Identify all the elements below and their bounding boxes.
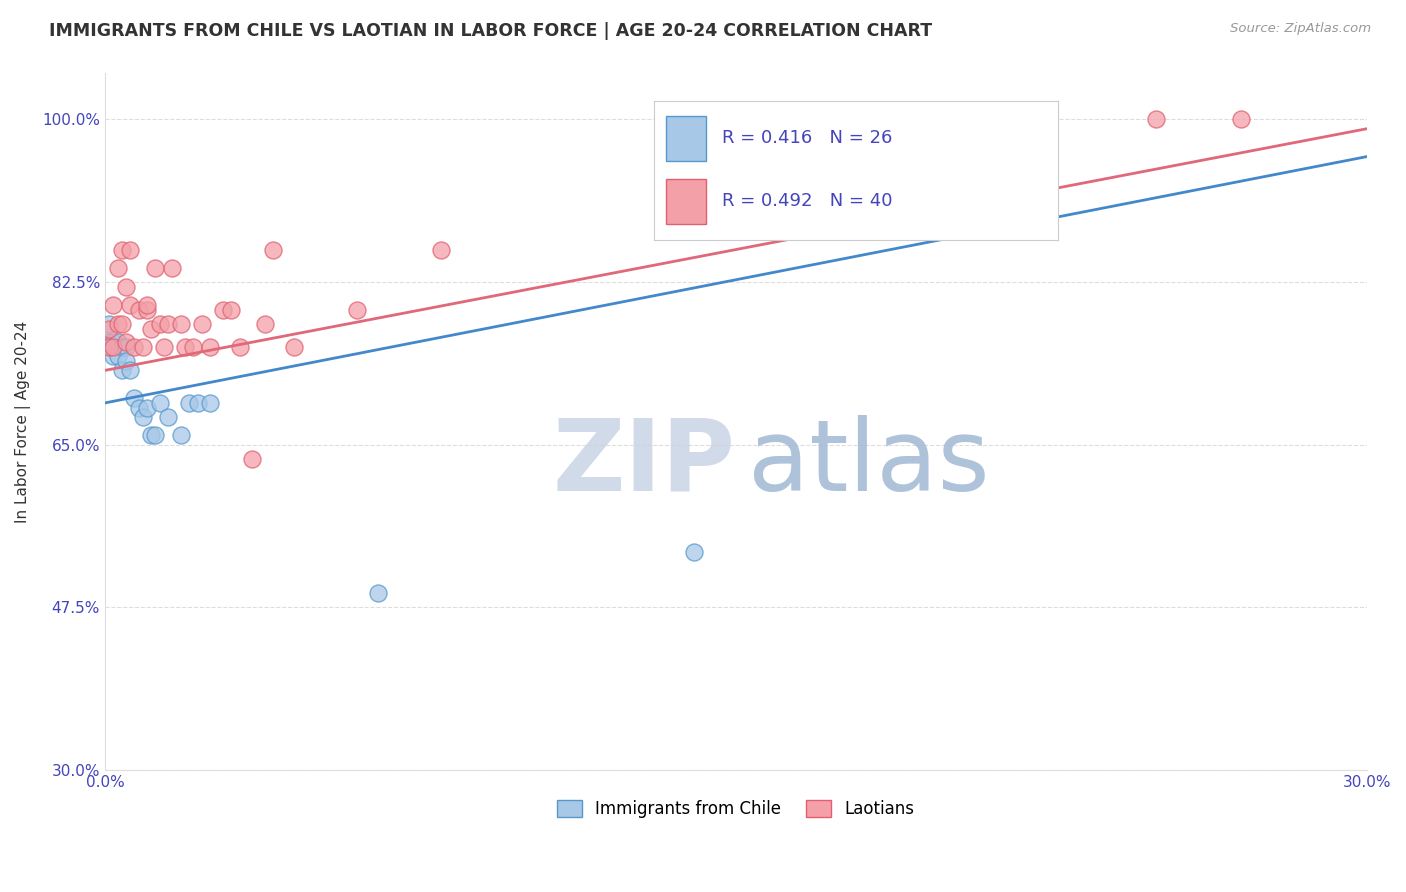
Point (170, 317, 193, 331)
Point (115, 279, 138, 293)
Point (115, 335, 138, 350)
Point (103, 340, 125, 354)
Point (124, 340, 146, 354)
Point (430, 243, 453, 257)
Point (240, 451, 263, 466)
Point (111, 340, 134, 354)
Point (141, 321, 163, 335)
Point (111, 363, 134, 377)
Point (149, 396, 172, 410)
Point (120, 243, 142, 257)
Point (149, 317, 172, 331)
Point (120, 363, 142, 377)
Point (1019, 112, 1042, 127)
Point (107, 350, 129, 364)
Point (107, 317, 129, 331)
Point (219, 302, 242, 317)
Point (186, 396, 208, 410)
Point (1229, 112, 1251, 127)
Point (253, 317, 276, 331)
Point (115, 340, 138, 354)
Point (103, 350, 125, 364)
Point (198, 396, 221, 410)
Point (198, 340, 221, 354)
Point (162, 261, 184, 276)
Point (98, 335, 121, 350)
Point (190, 317, 212, 331)
Point (141, 428, 163, 442)
Point (170, 428, 193, 442)
Point (228, 340, 250, 354)
Point (682, 544, 704, 558)
Point (132, 409, 155, 424)
Point (145, 428, 167, 442)
Point (136, 302, 159, 317)
Point (173, 340, 195, 354)
Point (136, 298, 159, 312)
Point (107, 335, 129, 350)
Point (346, 302, 368, 317)
Y-axis label: In Labor Force | Age 20-24: In Labor Force | Age 20-24 (15, 320, 31, 523)
Point (153, 340, 176, 354)
Point (145, 261, 167, 276)
Point (128, 401, 150, 415)
Point (111, 243, 134, 257)
Point (935, 112, 957, 127)
Point (136, 401, 159, 415)
Point (128, 302, 150, 317)
Point (103, 298, 125, 312)
Point (283, 340, 305, 354)
Point (107, 261, 129, 276)
Text: ZIP: ZIP (553, 415, 735, 512)
Point (157, 409, 180, 424)
Point (124, 391, 146, 405)
Point (103, 335, 125, 350)
Legend: Immigrants from Chile, Laotians: Immigrants from Chile, Laotians (550, 793, 921, 824)
Point (367, 586, 389, 600)
Text: Source: ZipAtlas.com: Source: ZipAtlas.com (1230, 22, 1371, 36)
Point (157, 317, 180, 331)
Point (111, 317, 134, 331)
Text: atlas: atlas (748, 415, 990, 512)
Text: IMMIGRANTS FROM CHILE VS LAOTIAN IN LABOR FORCE | AGE 20-24 CORRELATION CHART: IMMIGRANTS FROM CHILE VS LAOTIAN IN LABO… (49, 22, 932, 40)
Point (132, 340, 155, 354)
Point (262, 243, 284, 257)
Point (98, 317, 121, 331)
Point (211, 302, 233, 317)
Point (98, 321, 121, 335)
Point (177, 396, 200, 410)
Point (120, 298, 142, 312)
Point (115, 354, 138, 368)
Point (181, 340, 204, 354)
Point (1146, 112, 1168, 127)
Point (98, 340, 121, 354)
